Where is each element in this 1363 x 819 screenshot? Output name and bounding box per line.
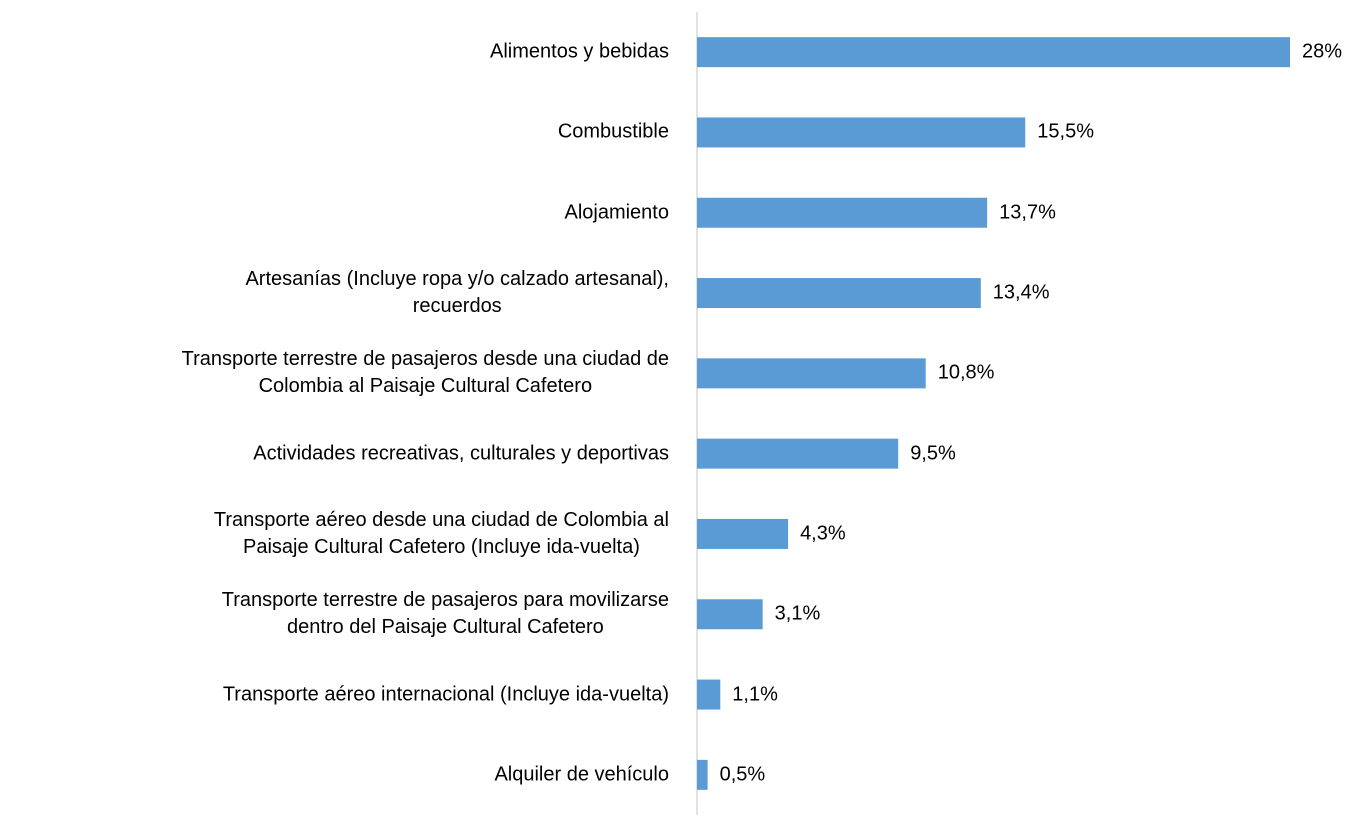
value-label: 4,3% [800, 522, 846, 545]
bar [697, 358, 926, 389]
bar [697, 518, 789, 549]
category-label: Transporte terrestre de pasajeros para m… [221, 589, 669, 639]
category-label: Transporte aéreo internacional (Incluye … [222, 683, 669, 706]
value-label: 15,5% [1037, 120, 1094, 143]
category-label: Alojamiento [564, 201, 669, 224]
bar [697, 679, 721, 710]
category-label: Alimentos y bebidas [490, 40, 669, 63]
bar [697, 278, 981, 309]
bar [697, 438, 899, 469]
category-label: Alquiler de vehículo [494, 763, 669, 786]
value-label: 3,1% [774, 602, 821, 625]
category-label: Actividades recreativas, culturales y de… [253, 442, 669, 465]
category-label: Transporte aéreo desde una ciudad de Col… [213, 508, 669, 558]
value-label: 0,5% [719, 763, 766, 786]
bar [697, 117, 1026, 148]
value-label: 13,7% [999, 201, 1056, 224]
bar [697, 197, 988, 228]
bar [697, 759, 708, 790]
bar [697, 37, 1290, 68]
value-label: 10,8% [937, 361, 995, 384]
bar [697, 599, 763, 630]
value-label: 28% [1302, 40, 1343, 63]
value-label: 13,4% [992, 281, 1050, 304]
value-label: 9,5% [910, 442, 956, 465]
category-label: Artesanías (Incluye ropa y/o calzado art… [245, 268, 669, 318]
value-label: 1,1% [732, 683, 778, 706]
category-label: Transporte terrestre de pasajeros desde … [181, 348, 669, 398]
category-label: Combustible [557, 120, 669, 143]
